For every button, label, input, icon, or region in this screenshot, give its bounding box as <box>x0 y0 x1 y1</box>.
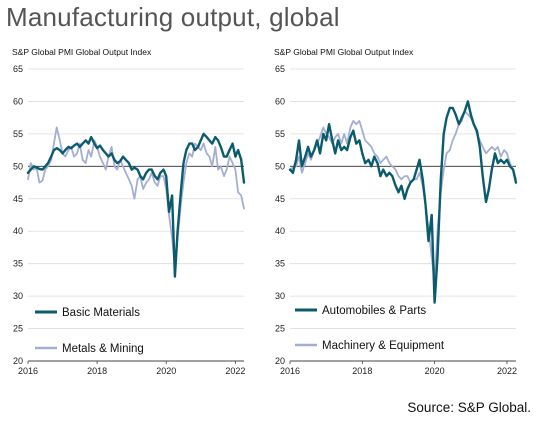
y-tick-label: 40 <box>275 226 285 236</box>
x-tick-label: 2018 <box>87 366 107 376</box>
x-tick-label: 2018 <box>352 366 372 376</box>
chart-subtitle: S&P Global PMI Global Output Index <box>12 47 152 57</box>
y-tick-label: 25 <box>13 324 23 334</box>
x-tick-label: 2020 <box>425 366 445 376</box>
y-tick-label: 65 <box>275 64 285 74</box>
y-tick-label: 55 <box>13 129 23 139</box>
y-tick-label: 40 <box>13 226 23 236</box>
chart-panel-1: S&P Global PMI Global Output Index 65 60 55… <box>12 47 245 376</box>
x-tick-label: 2020 <box>156 366 176 376</box>
series-line-metals-mining <box>27 126 245 268</box>
x-tick-label: 2016 <box>280 366 300 376</box>
legend-item: Machinery & Equipment <box>295 340 445 352</box>
y-tick-label: 35 <box>275 259 285 269</box>
legend-label: Metals & Mining <box>62 343 144 355</box>
series-line-automobiles-parts <box>288 100 518 304</box>
y-tick-label: 50 <box>275 161 285 171</box>
y-tick-label: 50 <box>13 161 23 171</box>
chart-subtitle: S&P Global PMI Global Output Index <box>274 47 414 57</box>
x-tick-label: 2022 <box>225 366 245 376</box>
chart-panel-2: S&P Global PMI Global Output Index 65 60 55… <box>274 47 518 376</box>
legend-item: Automobiles & Parts <box>295 305 426 317</box>
x-tick-label: 2022 <box>497 366 517 376</box>
y-tick-label: 60 <box>275 96 285 106</box>
y-tick-label: 20 <box>13 356 23 366</box>
y-tick-label: 45 <box>275 194 285 204</box>
legend-label: Machinery & Equipment <box>322 340 445 352</box>
y-tick-label: 30 <box>13 291 23 301</box>
y-tick-label: 60 <box>13 96 23 106</box>
legend-item: Basic Materials <box>35 307 140 319</box>
y-tick-label: 25 <box>275 324 285 334</box>
y-tick-label: 20 <box>275 356 285 366</box>
x-tick-label: 2016 <box>18 366 38 376</box>
legend-label: Automobiles & Parts <box>322 305 426 317</box>
series-line-basic-materials <box>26 132 246 278</box>
legend-item: Metals & Mining <box>35 343 144 355</box>
y-tick-label: 55 <box>275 129 285 139</box>
page-title: Manufacturing output, global <box>6 2 340 32</box>
y-tick-label: 65 <box>13 64 23 74</box>
legend-label: Basic Materials <box>62 307 140 319</box>
y-tick-label: 45 <box>13 194 23 204</box>
y-tick-label: 35 <box>13 259 23 269</box>
source-note: Source: S&P Global. <box>407 400 531 415</box>
y-tick-label: 30 <box>275 291 285 301</box>
